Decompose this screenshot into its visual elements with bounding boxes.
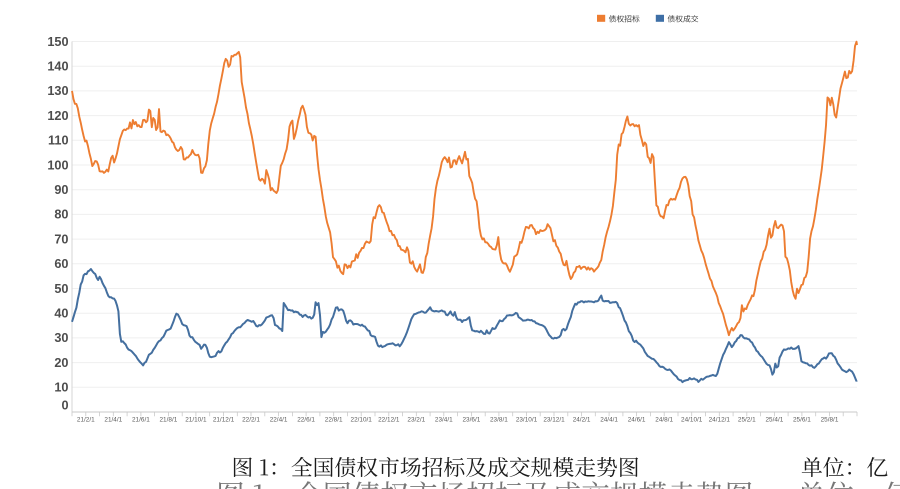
svg-text:21/6/1: 21/6/1	[132, 417, 150, 424]
svg-text:23/10/1: 23/10/1	[516, 417, 538, 424]
svg-text:60: 60	[54, 257, 68, 271]
svg-text:22/4/1: 22/4/1	[270, 417, 288, 424]
svg-text:21/12/1: 21/12/1	[213, 417, 235, 424]
svg-text:22/12/1: 22/12/1	[378, 417, 400, 424]
svg-text:24/12/1: 24/12/1	[709, 417, 731, 424]
svg-text:0: 0	[61, 398, 68, 412]
svg-text:23/12/1: 23/12/1	[543, 417, 565, 424]
svg-text:25/8/1: 25/8/1	[821, 417, 839, 424]
svg-text:150: 150	[47, 35, 68, 49]
svg-text:24/10/1: 24/10/1	[681, 417, 703, 424]
svg-text:22/6/1: 22/6/1	[297, 417, 315, 424]
svg-text:22/10/1: 22/10/1	[351, 417, 373, 424]
svg-text:100: 100	[47, 158, 68, 172]
svg-text:21/4/1: 21/4/1	[104, 417, 122, 424]
svg-text:40: 40	[54, 307, 68, 321]
svg-text:80: 80	[54, 208, 68, 222]
svg-text:130: 130	[47, 84, 68, 98]
svg-text:25/4/1: 25/4/1	[766, 417, 784, 424]
svg-text:23/4/1: 23/4/1	[435, 417, 453, 424]
svg-text:22/8/1: 22/8/1	[325, 417, 343, 424]
svg-text:90: 90	[54, 183, 68, 197]
svg-text:20: 20	[54, 356, 68, 370]
svg-text:21/8/1: 21/8/1	[160, 417, 178, 424]
svg-text:24/2/1: 24/2/1	[573, 417, 591, 424]
svg-text:24/4/1: 24/4/1	[600, 417, 618, 424]
svg-text:50: 50	[54, 282, 68, 296]
svg-text:21/10/1: 21/10/1	[185, 417, 207, 424]
svg-text:120: 120	[47, 109, 68, 123]
svg-text:23/8/1: 23/8/1	[490, 417, 508, 424]
svg-text:10: 10	[54, 381, 68, 395]
svg-text:23/6/1: 23/6/1	[463, 417, 481, 424]
svg-text:21/2/1: 21/2/1	[77, 417, 95, 424]
svg-text:70: 70	[54, 232, 68, 246]
svg-text:23/2/1: 23/2/1	[407, 417, 425, 424]
svg-text:25/2/1: 25/2/1	[738, 417, 756, 424]
svg-text:140: 140	[47, 60, 68, 74]
svg-text:24/8/1: 24/8/1	[655, 417, 673, 424]
svg-text:110: 110	[48, 134, 68, 148]
svg-text:25/6/1: 25/6/1	[793, 417, 811, 424]
svg-text:22/2/1: 22/2/1	[242, 417, 260, 424]
svg-text:24/6/1: 24/6/1	[628, 417, 646, 424]
svg-text:30: 30	[54, 331, 68, 345]
